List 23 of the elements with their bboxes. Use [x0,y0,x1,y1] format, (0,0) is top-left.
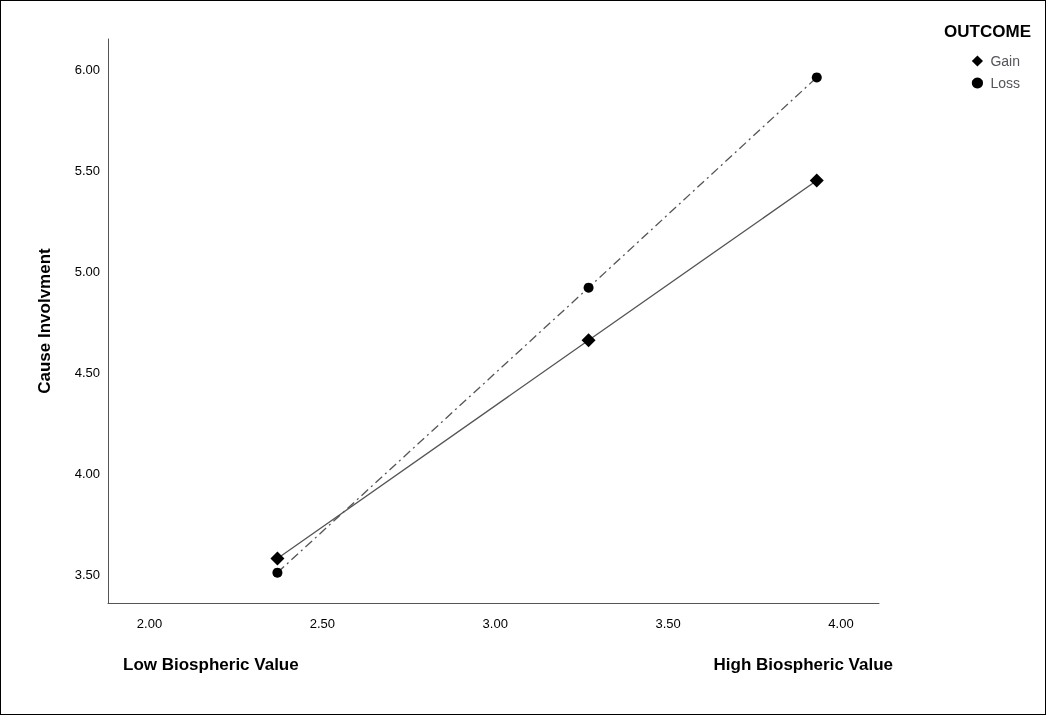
point [809,173,824,188]
x-tick-label: 3.50 [655,616,681,631]
y-tick-label: 4.50 [74,365,100,381]
point [811,72,822,83]
legend-label: Loss [990,75,1021,91]
legend-label: Gain [990,53,1021,69]
text: Low Biospheric Value [123,655,299,674]
text: High Biospheric Value [713,655,894,674]
point [270,551,285,566]
x-tick-label: 3.00 [482,616,508,631]
legend-title: OUTCOME [944,22,1032,41]
y-tick-label: 3.50 [74,567,100,583]
point [583,282,594,293]
y-axis-title: Cause Involvment [35,247,54,394]
y-tick-label: 5.50 [74,162,100,178]
x-tick-label: 2.00 [136,616,163,631]
x-tick-label: 2.50 [309,616,336,631]
y-tick-label: 4.00 [74,466,100,482]
y-tick-label: 6.00 [74,61,100,77]
point [581,333,596,348]
x-tick-label: 4.00 [828,616,854,631]
point [272,567,283,578]
y-tick-label: 5.00 [74,263,100,279]
